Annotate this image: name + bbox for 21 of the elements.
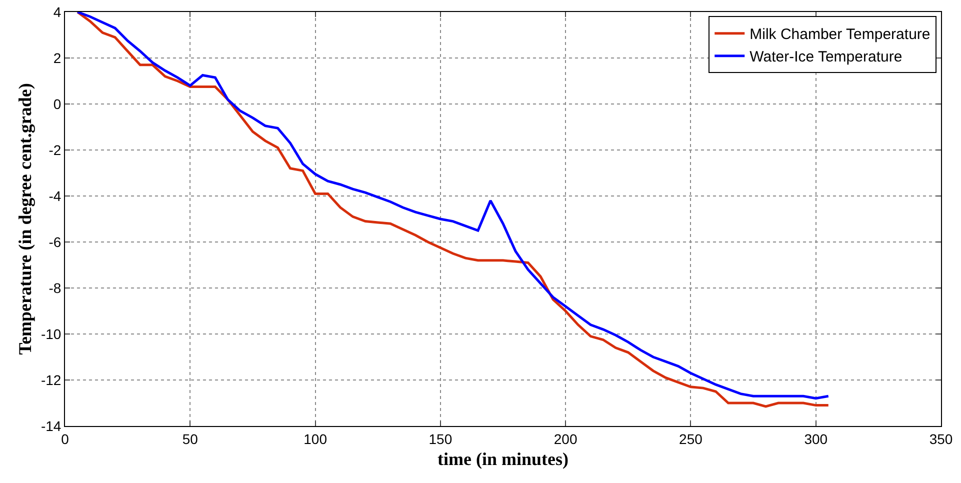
y-tick-label: -8 — [48, 280, 62, 296]
y-tick-label: -10 — [40, 326, 62, 342]
y-tick-label: 0 — [53, 96, 62, 112]
y-tick-label: -14 — [40, 418, 62, 434]
x-tick-label: 200 — [554, 430, 578, 447]
legend-label: Milk Chamber Temperature — [750, 26, 930, 44]
x-tick-label: 50 — [182, 430, 198, 447]
y-tick-label: 4 — [53, 4, 62, 20]
y-axis-title: Temperature (in degree cent.grade) — [15, 83, 36, 355]
x-tick-label: 300 — [804, 430, 828, 447]
x-tick-label: 250 — [679, 430, 703, 447]
x-tick-label: 150 — [428, 430, 452, 447]
y-tick-label: -6 — [48, 234, 62, 250]
x-tick-label: 350 — [929, 430, 953, 447]
y-tick-label: -2 — [48, 142, 62, 158]
x-tick-label: 100 — [304, 430, 328, 447]
y-tick-label: 2 — [53, 50, 62, 66]
y-tick-label: -12 — [40, 372, 62, 388]
y-tick-label: -4 — [48, 188, 62, 204]
x-axis-title: time (in minutes) — [438, 448, 568, 469]
legend-label: Water-Ice Temperature — [750, 48, 902, 66]
